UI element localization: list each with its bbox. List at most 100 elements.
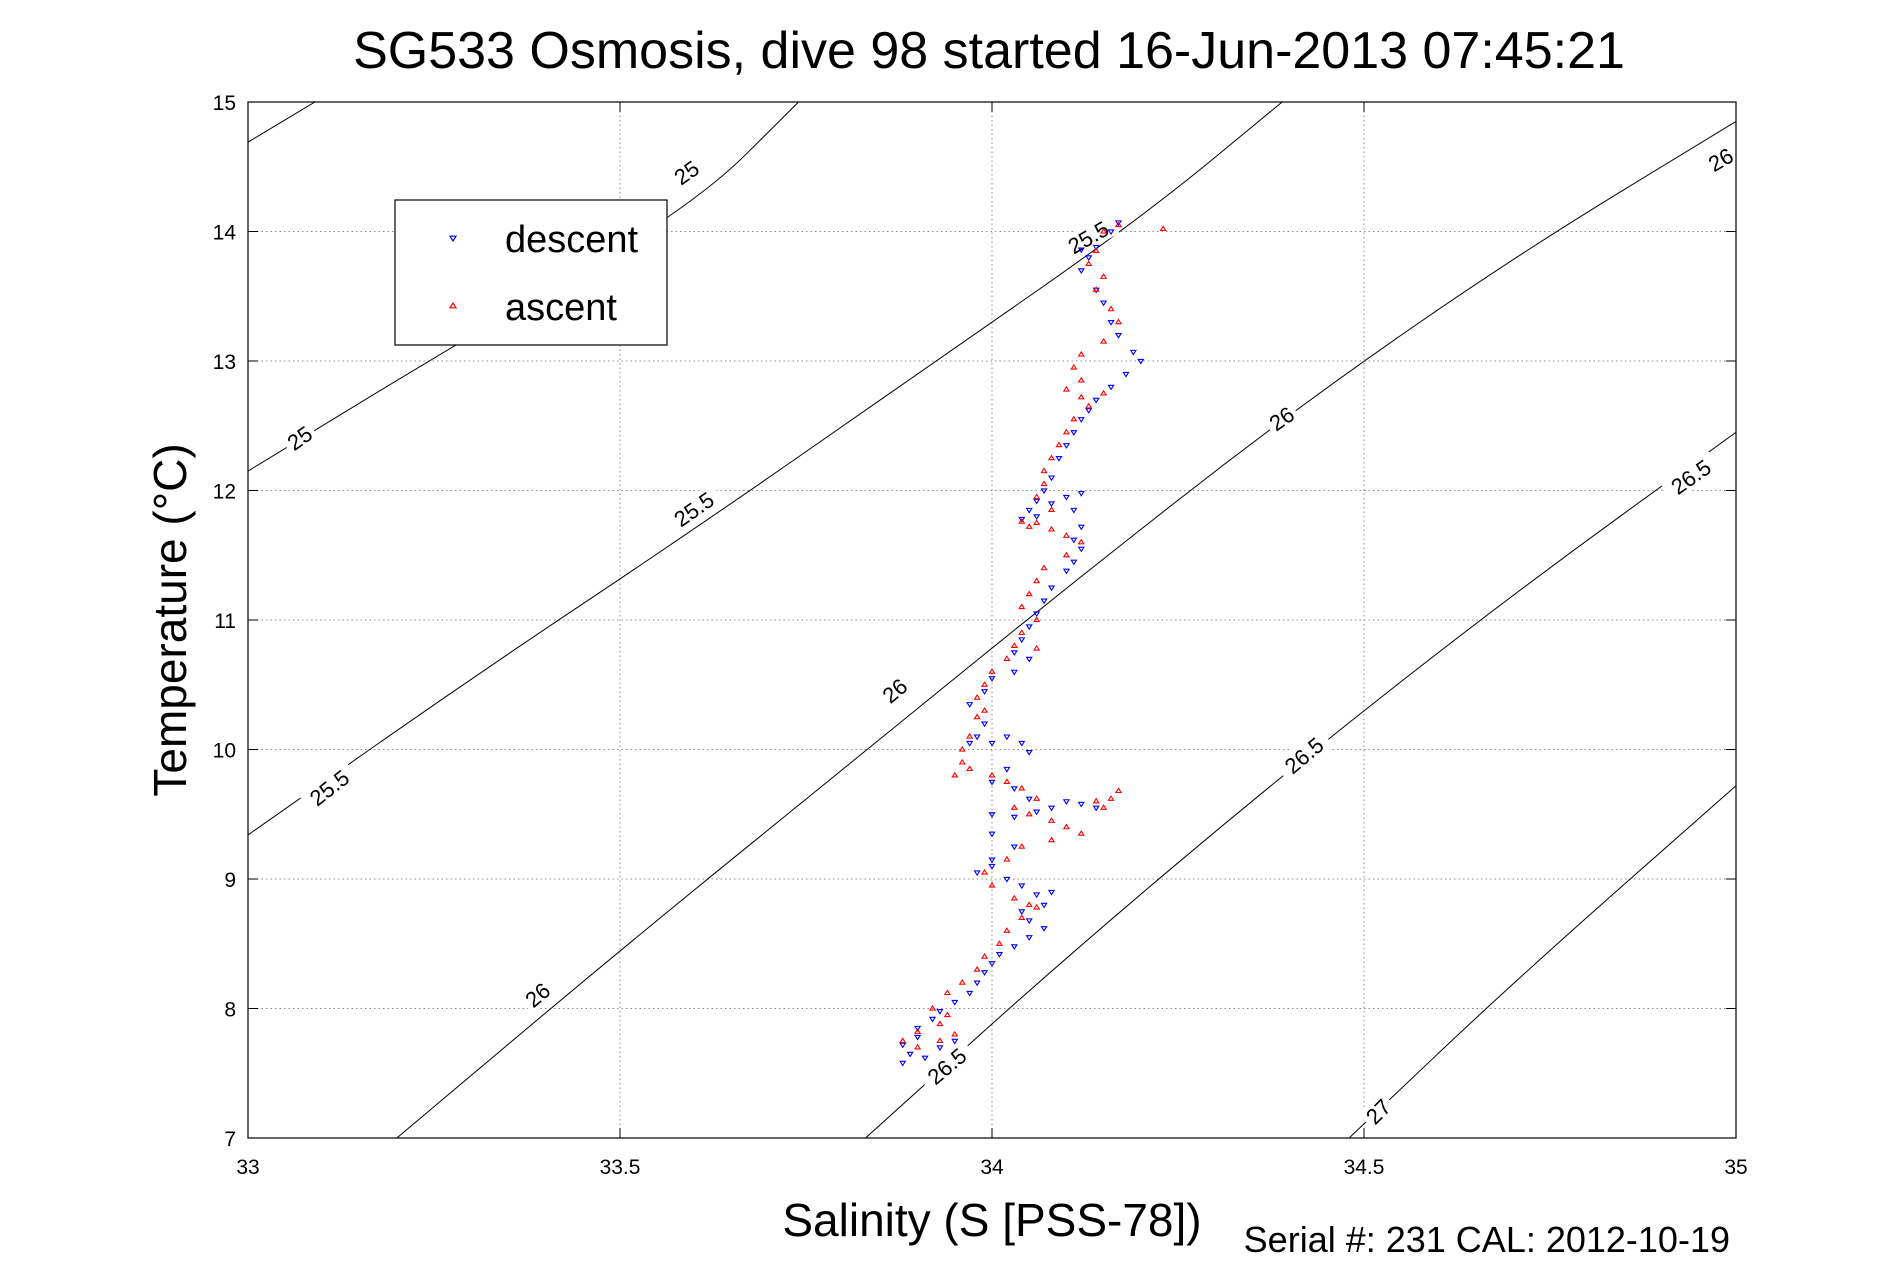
density-contour-25-5 [248, 102, 1283, 836]
contour-label-mask [1261, 399, 1302, 438]
descent-point [1107, 384, 1115, 391]
ascent-point [899, 1037, 907, 1043]
contour-label-mask [517, 975, 558, 1015]
ascent-point [1062, 532, 1070, 538]
serial-calibration-footer: Serial #: 231 CAL: 2012-10-19 [1244, 1219, 1730, 1260]
ascent-point [973, 694, 981, 700]
descent-point [1047, 475, 1056, 482]
descent-point [1033, 611, 1041, 618]
y-tick-label: 9 [224, 869, 236, 892]
ascent-point [995, 940, 1004, 946]
axis-ticks: 33 33.5 34 34.5 35 7 8 9 10 11 12 13 14 15 [213, 92, 1748, 1179]
ascent-point [914, 1028, 922, 1034]
ascent-point [1114, 221, 1123, 228]
contour-label: 26 [520, 978, 555, 1013]
ascent-point [1159, 225, 1167, 232]
contour-label-mask [298, 760, 360, 815]
x-tick-label: 34 [980, 1156, 1004, 1179]
descent-point [1018, 740, 1026, 747]
ascent-point [1062, 823, 1070, 830]
ascent-point [1033, 577, 1041, 584]
ascent-point [1100, 227, 1108, 234]
legend-label-descent: descent [505, 219, 639, 261]
descent-point [988, 863, 996, 870]
ascent-point [980, 707, 989, 713]
contour-label-group: 25.5 [298, 760, 360, 815]
descent-point [1077, 546, 1085, 553]
ascent-point [1003, 778, 1011, 784]
density-contour-26-5 [865, 431, 1736, 1138]
contour-label-mask [1660, 450, 1722, 504]
contour-label-mask [663, 482, 725, 536]
ascent-point [1003, 855, 1011, 862]
descent-point [973, 980, 981, 987]
descent-point [1010, 944, 1018, 950]
ascent-point [1085, 402, 1093, 409]
ascent-point [1092, 286, 1100, 292]
descent-point [980, 721, 989, 728]
contour-label: 26 [1265, 402, 1299, 437]
descent-point [1092, 805, 1100, 812]
ascent-point [1018, 603, 1026, 610]
ascent-point [1107, 305, 1115, 312]
contour-label-group: 26.5 [916, 1038, 977, 1094]
ascent-point [1018, 914, 1026, 920]
descent-point [988, 961, 996, 967]
legend-marker-descent [448, 235, 458, 243]
descent-point [1062, 443, 1070, 449]
contour-label-group: 26 [517, 975, 558, 1015]
ascent-point [988, 881, 996, 888]
ascent-point [1077, 538, 1085, 545]
descent-point [995, 951, 1004, 958]
ascent-point [1018, 842, 1026, 849]
ascent-point [980, 681, 989, 687]
ascent-point [1025, 590, 1033, 597]
ascent-point [1077, 393, 1085, 400]
y-tick-label: 8 [224, 999, 236, 1022]
descent-point [1122, 371, 1130, 378]
ascent-point [1047, 506, 1056, 513]
ascent-point [1047, 836, 1056, 843]
ascent-point [1033, 903, 1041, 910]
descent-point [988, 676, 996, 682]
descent-point [1010, 844, 1018, 851]
ascent-point [966, 765, 974, 772]
descent-point [988, 812, 996, 818]
ascent-point [1062, 551, 1070, 558]
data-points [899, 220, 1167, 1067]
ascent-point [1092, 247, 1100, 254]
ascent-point [1077, 350, 1085, 357]
descent-point [1085, 255, 1093, 262]
density-contour-25 [248, 102, 316, 143]
ascent-point [1018, 784, 1026, 791]
ascent-point [1018, 629, 1026, 636]
ascent-point [1077, 830, 1085, 836]
ascent-point [958, 978, 966, 985]
ascent-point [951, 1030, 959, 1037]
contour-label: 25 [669, 156, 703, 191]
ascent-point [1100, 273, 1108, 279]
ascent-point [1025, 901, 1033, 908]
descent-point [1107, 320, 1115, 326]
y-tick-label: 13 [213, 351, 236, 374]
descent-point [899, 1042, 907, 1049]
chart-title: SG533 Osmosis, dive 98 started 16-Jun-20… [353, 22, 1625, 80]
descent-point [1070, 430, 1078, 436]
descent-point [973, 870, 981, 877]
descent-point [1055, 456, 1063, 462]
descent-point [1018, 883, 1026, 890]
contour-label: 27 [1361, 1094, 1396, 1129]
descent-point [1040, 926, 1048, 932]
descent-point [1077, 490, 1085, 497]
descent-point [1077, 417, 1085, 423]
ascent-point [1033, 795, 1041, 801]
descent-point [936, 1008, 944, 1015]
ascent-point [1033, 644, 1041, 651]
descent-point [1070, 537, 1078, 544]
contour-label-group: 26 [1700, 141, 1741, 178]
x-axis-label: Salinity (S [PSS-78]) [782, 1194, 1201, 1246]
descent-point [951, 1038, 959, 1045]
contour-label-mask [916, 1038, 977, 1094]
descent-point [1114, 220, 1123, 227]
